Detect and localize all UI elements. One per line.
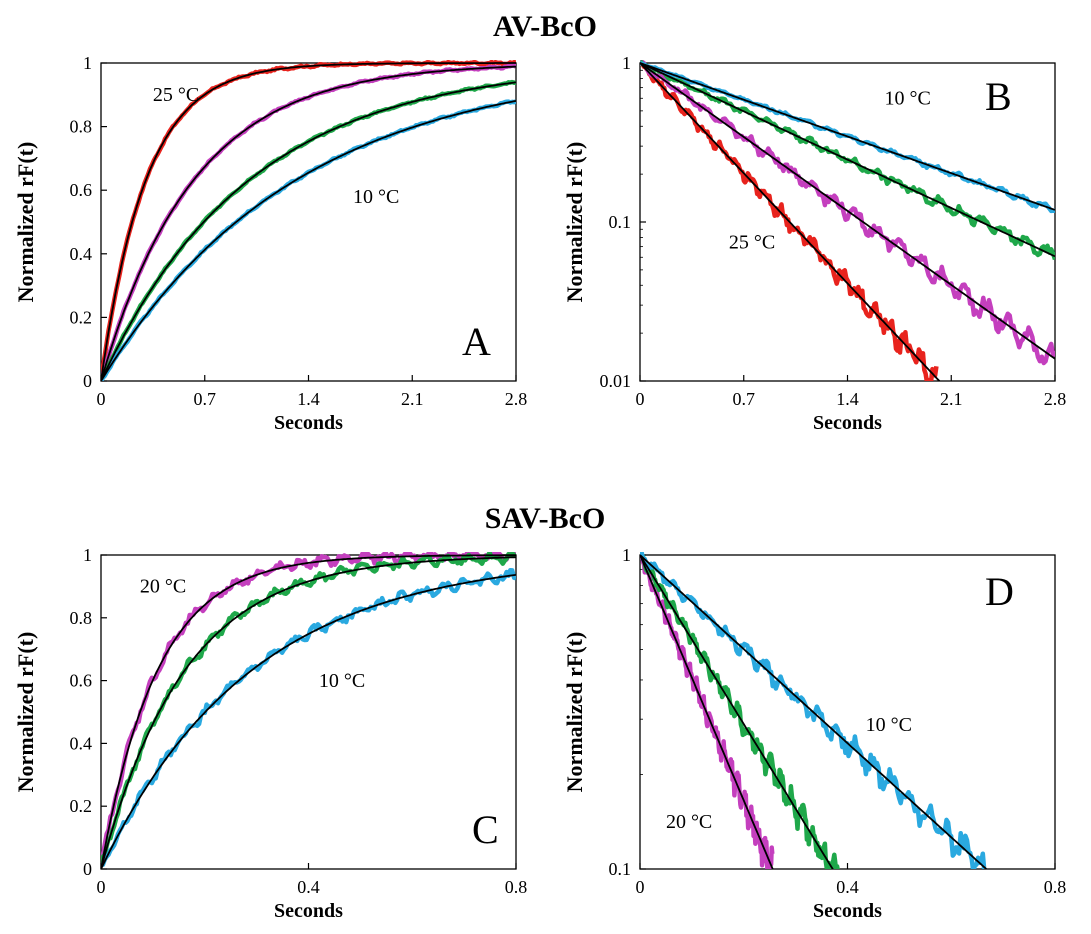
x-axis-label: Seconds	[813, 900, 882, 922]
y-tick-label: 0	[83, 371, 92, 391]
y-tick-label: 0.8	[70, 117, 93, 137]
x-tick-label: 0.4	[297, 877, 320, 897]
y-axis-label: Normalized rF(t)	[562, 142, 587, 303]
y-axis-label: Normalized rF(t)	[13, 632, 38, 793]
plot-frame	[100, 554, 517, 870]
panel-letter: A	[462, 319, 491, 364]
group-title-av-bco: AV-BcO	[493, 10, 597, 43]
y-tick-label: 0.6	[70, 671, 93, 691]
fit-line	[101, 556, 516, 869]
y-tick-label: 0.4	[70, 244, 93, 264]
y-tick-label: 0.6	[70, 180, 93, 200]
panel-letter: C	[472, 807, 499, 852]
fit-line	[640, 554, 774, 869]
fit-line	[101, 554, 516, 869]
x-axis-label: Seconds	[813, 412, 882, 434]
fit-line	[101, 574, 516, 869]
x-tick-label: 0.8	[1044, 877, 1067, 897]
temperature-annotation: 10 °C	[866, 714, 912, 736]
y-axis-label: Normalized rF(t)	[562, 632, 587, 793]
y-tick-label: 0.8	[70, 608, 93, 628]
data-series-line	[101, 552, 516, 865]
x-tick-label: 2.8	[1044, 389, 1067, 409]
fit-line	[101, 81, 516, 381]
x-tick-label: 0	[636, 877, 645, 897]
temperature-annotation: 10 °C	[885, 87, 931, 109]
y-tick-label: 1	[83, 53, 92, 73]
y-tick-label: 0.1	[609, 859, 632, 879]
y-tick-label: 1	[622, 53, 631, 73]
temperature-annotation: 10 °C	[353, 186, 399, 208]
temperature-annotation: 20 °C	[140, 576, 186, 598]
panel-letter: D	[985, 569, 1014, 614]
y-axis-label: Normalized rF(t)	[13, 142, 38, 303]
x-tick-label: 0.4	[836, 877, 859, 897]
fit-line	[640, 62, 1055, 360]
y-tick-label: 0.1	[609, 212, 632, 232]
panel-letter: B	[985, 74, 1012, 119]
x-axis-label: Seconds	[274, 900, 343, 922]
y-tick-label: 0.2	[70, 307, 93, 327]
fit-line	[640, 554, 988, 869]
fit-line	[640, 62, 1055, 258]
data-series-line	[101, 63, 516, 381]
group-title-sav-bco: SAV-BcO	[485, 502, 606, 535]
x-tick-label: 0.7	[194, 389, 217, 409]
temperature-annotation: 25 °C	[729, 232, 775, 254]
x-tick-label: 2.8	[505, 389, 528, 409]
x-tick-label: 1.4	[297, 389, 320, 409]
y-tick-label: 0.2	[70, 796, 93, 816]
data-series-line	[640, 552, 840, 869]
panel-a: 0 0.7 1.4 2.1 2.8 0 0.2 0.4 0.6 0.8 1 Seconds Normal…	[13, 53, 527, 434]
y-tick-label: 1	[83, 545, 92, 565]
temperature-annotation: 10 °C	[319, 670, 365, 692]
temperature-annotation: 25 °C	[153, 84, 199, 106]
fit-line	[101, 62, 516, 381]
y-tick-label: 1	[622, 545, 631, 565]
fit-line	[640, 554, 834, 869]
x-tick-label: 0	[97, 389, 106, 409]
temperature-annotation: 20 °C	[666, 811, 712, 833]
panel-b: 0 0.7 1.4 2.1 2.8 0.01 0.1 1 Seconds Normalized r…	[562, 53, 1066, 434]
y-tick-label: 0.4	[70, 733, 93, 753]
data-series-line	[640, 552, 987, 869]
x-tick-label: 0	[97, 877, 106, 897]
y-tick-label: 0.01	[600, 371, 632, 391]
x-tick-label: 2.1	[940, 389, 963, 409]
x-tick-label: 0.7	[733, 389, 756, 409]
y-tick-label: 0	[83, 859, 92, 879]
data-series-line	[101, 567, 516, 868]
data-series-line	[101, 79, 516, 381]
fit-line	[640, 62, 1055, 211]
x-tick-label: 0.8	[505, 877, 528, 897]
fit-line	[101, 65, 516, 381]
fit-line	[101, 100, 516, 381]
x-axis-label: Seconds	[274, 412, 343, 434]
panel-d: 0 0.4 0.8 0.1 1 Seconds Normalized rF(t) 10 °C 2…	[562, 545, 1066, 922]
panel-c: 0 0.4 0.8 0 0.2 0.4 0.6 0.8 1 Seconds Normalized r…	[13, 545, 527, 922]
x-tick-label: 2.1	[401, 389, 424, 409]
x-tick-label: 1.4	[836, 389, 859, 409]
x-tick-label: 0	[636, 389, 645, 409]
fit-line	[640, 62, 941, 381]
